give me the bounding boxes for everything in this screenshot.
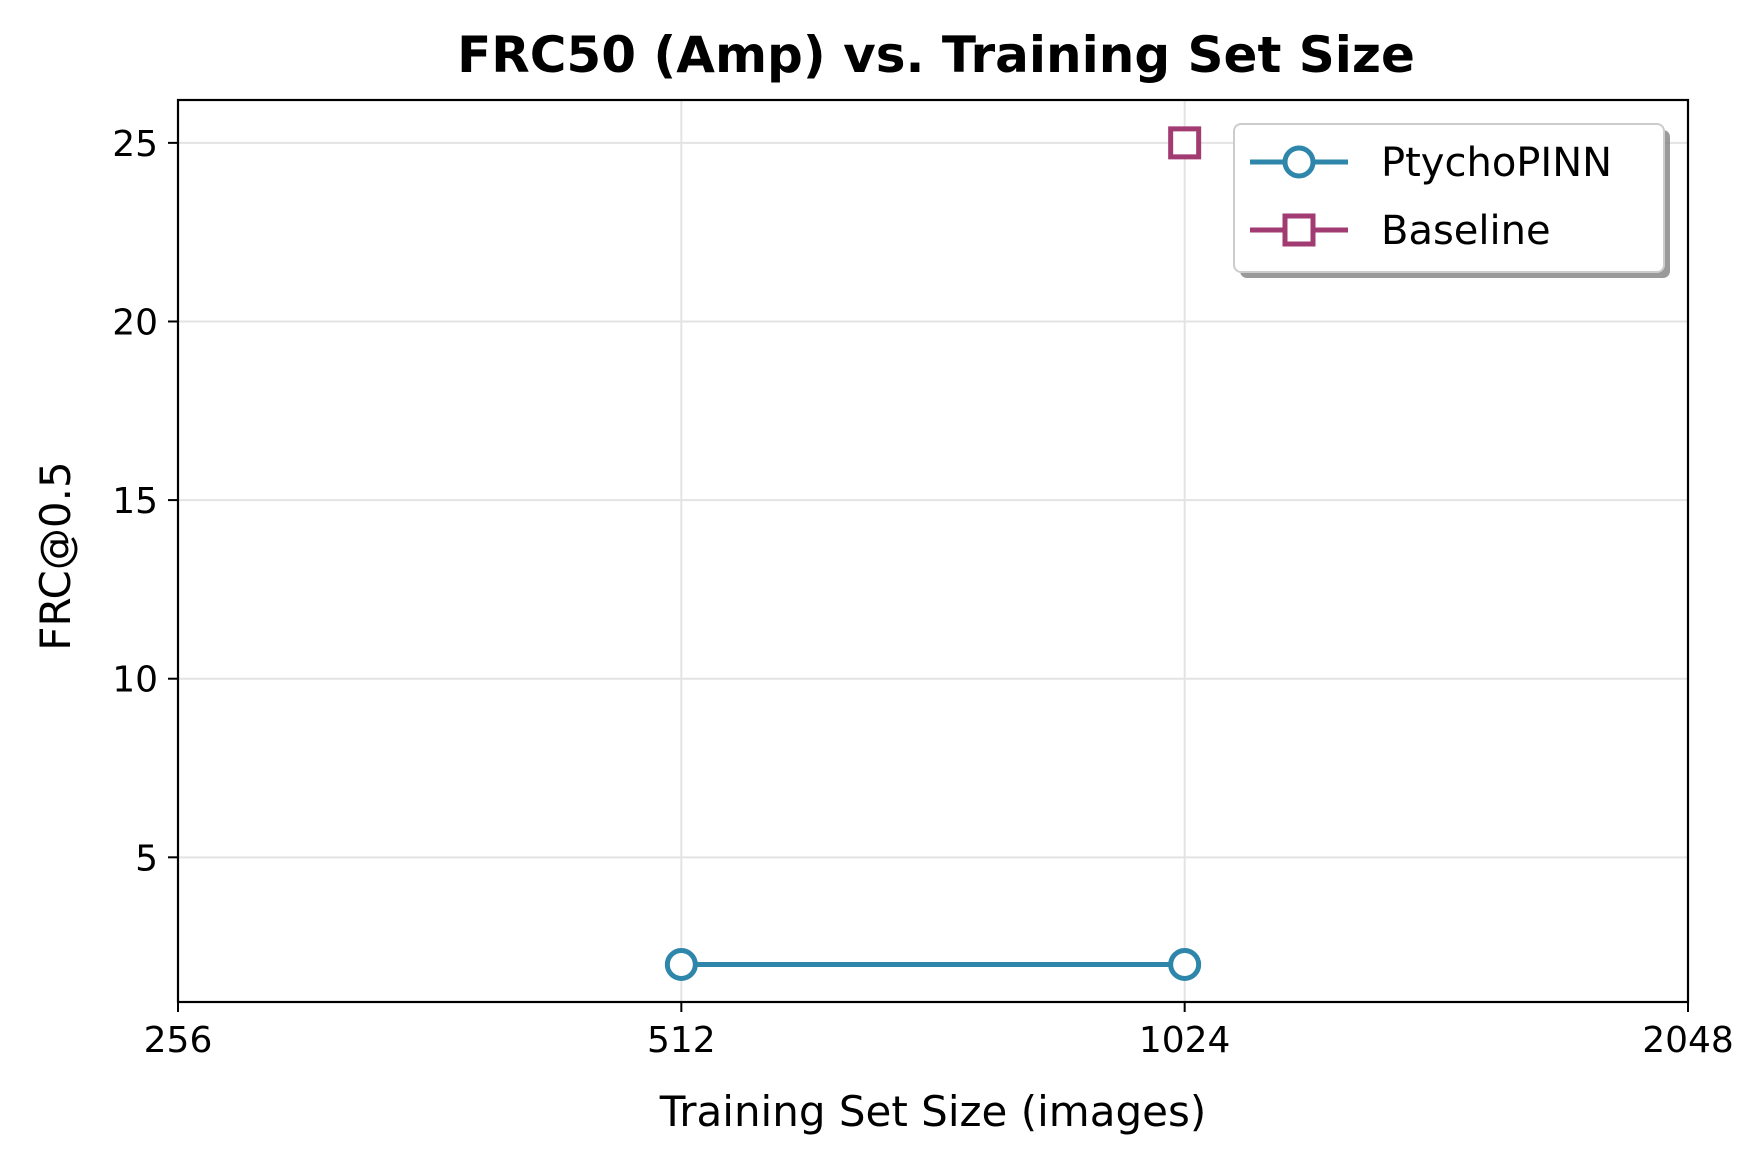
x-tick-label: 2048 [1642, 1020, 1734, 1061]
x-axis-title: Training Set Size (images) [659, 1087, 1206, 1136]
x-tick-label: 1024 [1139, 1020, 1231, 1061]
y-axis-title: FRC@0.5 [31, 461, 80, 650]
plot-frame [176, 98, 1690, 1004]
legend-item-baseline: Baseline [1250, 208, 1551, 254]
series-layer [664, 126, 1202, 981]
baseline-data-point [1168, 126, 1202, 160]
x-tick-label: 256 [144, 1020, 213, 1061]
legend-baseline-marker [1282, 213, 1316, 247]
legend-ptychopinn-marker [1282, 145, 1316, 179]
ptychopinn-data-point [1168, 947, 1202, 981]
legend-item-ptychopinn: PtychoPINN [1250, 140, 1612, 186]
y-tick-label: 20 [112, 302, 158, 343]
y-tick-label: 10 [112, 660, 158, 701]
tick-layer: 256 512 1024 2048 5 10 15 20 25 [112, 124, 1734, 1061]
y-tick-label: 5 [135, 838, 158, 879]
legend-ptychopinn-label: PtychoPINN [1381, 140, 1612, 186]
ptychopinn-data-point [664, 947, 698, 981]
y-tick-label: 25 [112, 124, 158, 165]
legend: PtychoPINN Baseline [1233, 123, 1670, 278]
chart-title: FRC50 (Amp) vs. Training Set Size [457, 26, 1415, 84]
x-tick-label: 512 [647, 1020, 716, 1061]
legend-baseline-label: Baseline [1381, 208, 1551, 254]
y-tick-label: 15 [112, 481, 158, 522]
